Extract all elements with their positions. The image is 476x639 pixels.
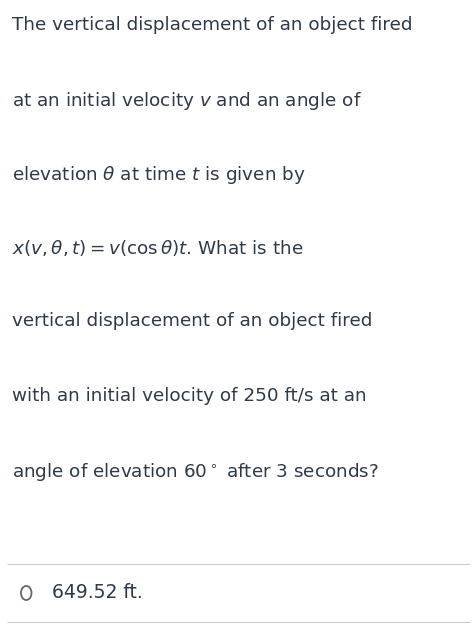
Text: elevation $\theta$ at time $t$ is given by: elevation $\theta$ at time $t$ is given … [12,164,305,186]
Text: angle of elevation 60$^\circ$ after 3 seconds?: angle of elevation 60$^\circ$ after 3 se… [12,461,378,482]
Text: at an initial velocity $v$ and an angle of: at an initial velocity $v$ and an angle … [12,90,361,112]
Text: The vertical displacement of an object fired: The vertical displacement of an object f… [12,16,412,34]
Text: vertical displacement of an object fired: vertical displacement of an object fired [12,312,372,330]
Text: with an initial velocity of 250 ft/s at an: with an initial velocity of 250 ft/s at … [12,387,366,404]
Text: $x(v, \theta, t) = v(\mathrm{cos}\, \theta)t$. What is the: $x(v, \theta, t) = v(\mathrm{cos}\, \the… [12,238,303,258]
Text: 649.52 ft.: 649.52 ft. [52,583,143,603]
